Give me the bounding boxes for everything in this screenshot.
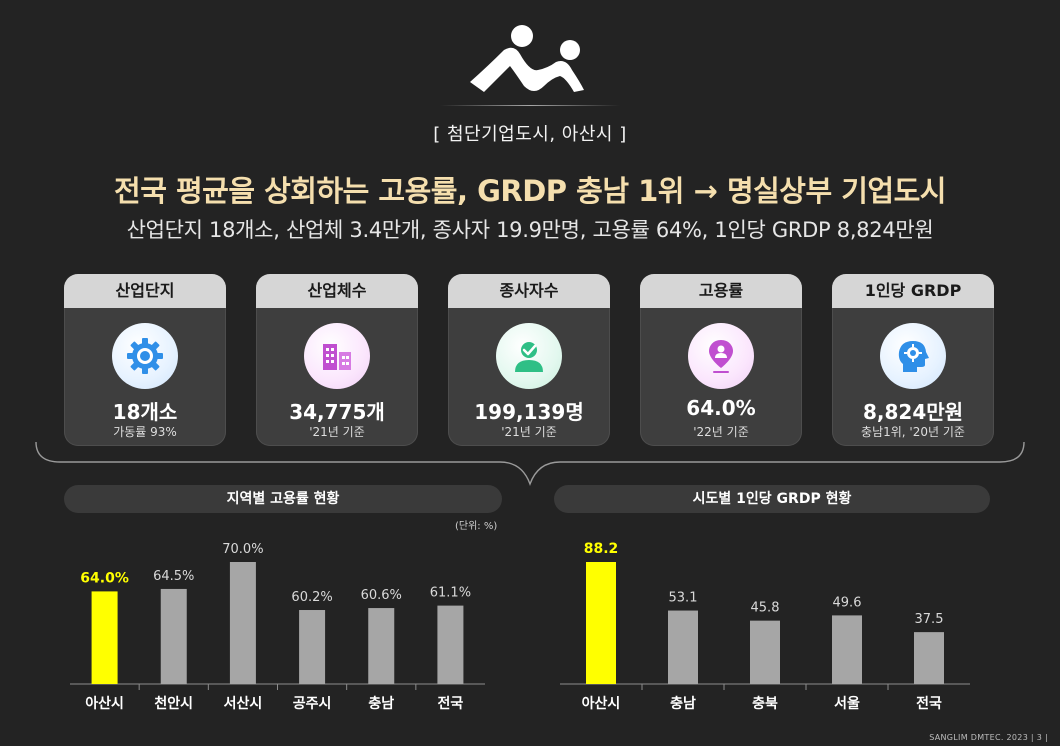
bar (750, 620, 780, 684)
bar (299, 610, 326, 684)
kpi-card-title: 고용률 (640, 274, 802, 308)
buildings-icon (304, 323, 370, 389)
x-tick-label: 아산시 (85, 695, 124, 712)
x-tick-label: 천안시 (154, 695, 193, 712)
data-label: 64.0% (80, 570, 129, 586)
kpi-card-value: 34,775개 (289, 400, 385, 424)
x-tick-label: 서산시 (224, 695, 263, 712)
x-tick-label: 충남 (368, 695, 394, 712)
employment-chart-title: 지역별 고용률 현황 (64, 485, 502, 513)
kpi-card-title: 1인당 GRDP (832, 274, 994, 308)
bar (229, 562, 256, 684)
kpi-card-companies: 산업체수 34,775개 '21년 기준 (256, 274, 418, 446)
bar (160, 588, 187, 684)
logo-divider (440, 105, 620, 106)
bar (914, 632, 944, 684)
kpi-card-title: 종사자수 (448, 274, 610, 308)
x-tick-label: 전국 (438, 695, 464, 712)
data-label: 45.8 (751, 601, 780, 616)
kpi-card-value: 64.0% (686, 396, 756, 420)
x-tick-label: 전국 (916, 695, 942, 712)
unit-label: (단위: %) (455, 521, 498, 532)
kpi-card-value: 199,139명 (474, 400, 584, 424)
kpi-card-note: 충남1위, '20년 기준 (861, 425, 965, 439)
location-person-icon (688, 323, 754, 389)
x-tick-label: 충남 (670, 695, 696, 712)
kpi-card-value: 8,824만원 (862, 400, 964, 424)
x-tick-label: 충북 (752, 696, 778, 712)
kpi-cards: 산업단지 18개소 가동률 93% 산업체수 (64, 274, 996, 446)
data-label: 60.2% (291, 590, 332, 605)
data-label: 53.1 (669, 591, 698, 606)
summary-line: 산업단지 18개소, 산업체 3.4만개, 종사자 19.9만명, 고용률 64… (126, 218, 934, 242)
grdp-chart: 88.2 아산시 53.1 충남 45.8 충북 49.6 서울 37.5 전국 (560, 541, 970, 712)
data-label: 60.6% (361, 588, 402, 603)
employment-rate-chart: 64.0% 아산시 64.5% 천안시 70.0% 서산시 60.2% 공주시 60.6% 충남 6… (70, 542, 485, 712)
footer-credit: SANGLIM DMTEC. 2023 | 3 | (929, 733, 1048, 742)
grouping-brace (35, 441, 1025, 487)
kpi-card-workers: 종사자수 199,139명 '21년 기준 (448, 274, 610, 446)
page-subtitle: [ 첨단기업도시, 아산시 ] (433, 124, 627, 145)
data-label: 64.5% (153, 569, 194, 584)
page-headline: 전국 평균을 상회하는 고용률, GRDP 충남 1위 → 명실상부 기업도시 (114, 174, 946, 208)
kpi-card-title: 산업체수 (256, 274, 418, 308)
kpi-card-note: '21년 기준 (309, 425, 365, 439)
bar (832, 615, 862, 684)
gear-icon (112, 323, 178, 389)
data-label: 49.6 (833, 595, 862, 610)
kpi-card-industrial-complex: 산업단지 18개소 가동률 93% (64, 274, 226, 446)
brand-logo-icon (470, 25, 584, 92)
data-label: 88.2 (584, 541, 619, 557)
grdp-chart-title: 시도별 1인당 GRDP 현황 (554, 485, 990, 513)
bar (437, 605, 464, 684)
kpi-card-note: 가동률 93% (113, 425, 177, 439)
kpi-card-grdp: 1인당 GRDP 8,824만원 충남1위, '20년 기준 (832, 274, 994, 446)
worker-icon (496, 323, 562, 389)
x-tick-label: 공주시 (293, 696, 332, 712)
data-label: 70.0% (222, 542, 263, 557)
bar (368, 608, 395, 684)
bar (91, 591, 118, 684)
data-label: 37.5 (915, 612, 944, 627)
head-gear-icon (880, 323, 946, 389)
kpi-card-note: '21년 기준 (501, 425, 557, 439)
data-label: 61.1% (430, 586, 471, 601)
kpi-card-value: 18개소 (112, 400, 178, 424)
bar (668, 610, 698, 684)
x-tick-label: 아산시 (582, 695, 621, 712)
kpi-card-note: '22년 기준 (693, 425, 749, 439)
kpi-card-title: 산업단지 (64, 274, 226, 308)
kpi-card-employment-rate: 고용률 64.0% '22년 기준 (640, 274, 802, 446)
x-tick-label: 서울 (834, 695, 860, 712)
bar (586, 562, 616, 684)
